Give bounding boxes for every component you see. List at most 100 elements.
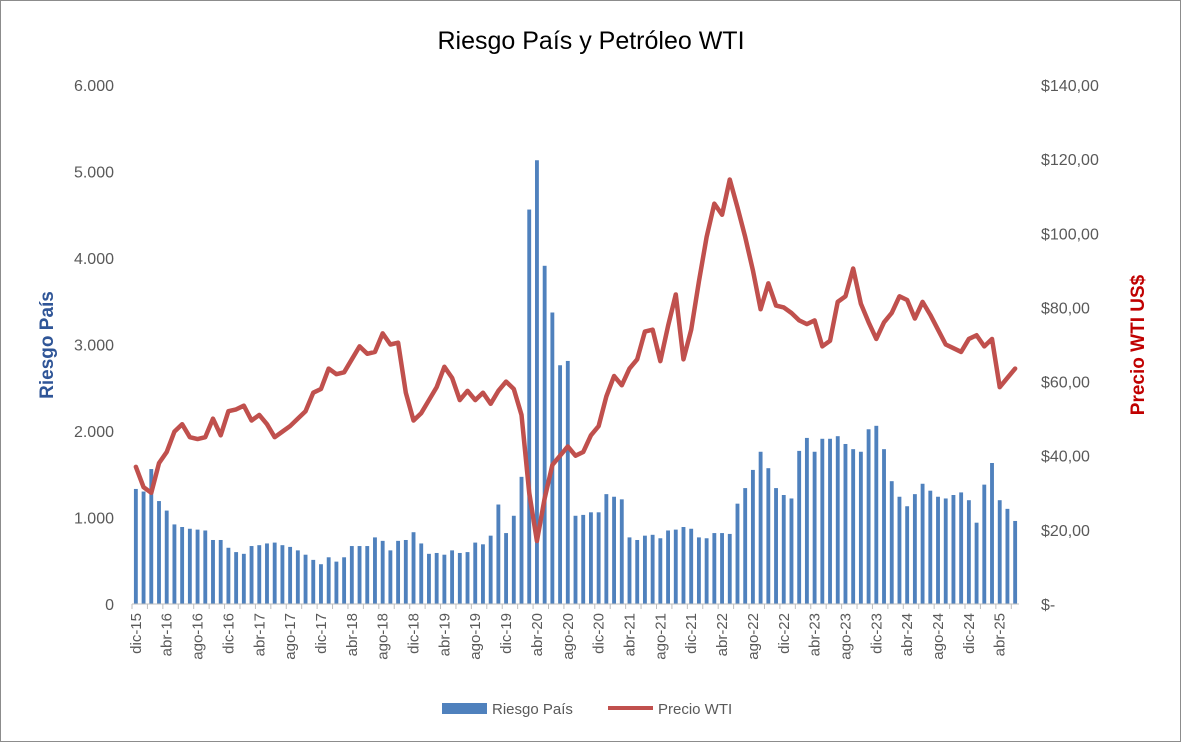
bar xyxy=(211,539,215,604)
bar xyxy=(473,542,478,604)
x-tick-label: abr-22 xyxy=(714,613,731,656)
bar xyxy=(542,265,547,604)
bar xyxy=(943,498,948,604)
bar xyxy=(257,545,262,604)
x-axis-ticks: dic-15 abr-16 ago-16 dic-16 abr-17 ago-17 dic-… xyxy=(128,604,1012,660)
bar xyxy=(365,546,370,604)
bar xyxy=(897,496,902,604)
x-tick-label: ago-21 xyxy=(652,613,669,660)
bar xyxy=(727,533,732,604)
bar xyxy=(465,552,470,604)
bar xyxy=(912,494,917,604)
bar xyxy=(141,491,146,604)
x-tick-label: abr-19 xyxy=(436,613,453,656)
bar xyxy=(874,425,879,604)
bar xyxy=(658,538,663,604)
x-tick-label: ago-24 xyxy=(930,613,947,660)
bar xyxy=(519,476,524,604)
y-right-tick-label: $20,00 xyxy=(1041,523,1090,540)
bar xyxy=(295,550,300,604)
x-tick-label: dic-19 xyxy=(498,613,515,654)
bar xyxy=(835,436,840,604)
legend-swatch-riesgo-pais xyxy=(442,703,487,714)
bar xyxy=(265,543,269,604)
bar xyxy=(511,515,516,604)
x-tick-label: dic-21 xyxy=(683,613,700,654)
line-series-precio-wti xyxy=(133,177,1018,544)
bar xyxy=(882,449,886,604)
y-axis-left-ticks: 0 1.000 2.000 3.000 4.000 5.000 6.000 xyxy=(74,78,114,614)
y-left-tick-label: 4.000 xyxy=(74,251,114,268)
x-tick-label: dic-22 xyxy=(776,613,793,654)
bar xyxy=(704,538,709,604)
bar xyxy=(851,449,856,604)
bar xyxy=(720,533,724,604)
bar xyxy=(743,488,748,604)
legend-label-precio-wti: Precio WTI xyxy=(658,701,732,718)
x-tick-label: abr-16 xyxy=(159,613,176,656)
bar xyxy=(804,437,809,604)
x-tick-label: abr-20 xyxy=(529,613,546,656)
bar xyxy=(427,553,431,604)
bar xyxy=(974,522,979,604)
bar xyxy=(936,496,940,604)
bar xyxy=(581,514,586,604)
bar xyxy=(280,545,285,604)
bar xyxy=(781,495,786,604)
bar xyxy=(241,553,246,604)
bar xyxy=(619,499,624,604)
bar xyxy=(411,532,416,604)
bar xyxy=(589,512,593,604)
bar xyxy=(997,500,1002,604)
bar xyxy=(735,503,740,604)
bar xyxy=(573,515,578,604)
bar-series-riesgo-pais xyxy=(133,160,1018,604)
y-left-tick-label: 6.000 xyxy=(74,78,114,95)
y-right-tick-label: $100,00 xyxy=(1041,226,1099,243)
y-left-tick-label: 0 xyxy=(105,597,114,614)
y-right-tick-label: $120,00 xyxy=(1041,152,1099,169)
bar xyxy=(712,533,717,604)
bar xyxy=(342,557,347,604)
bar xyxy=(959,492,964,604)
bar xyxy=(450,550,455,604)
bar xyxy=(535,160,539,604)
bar xyxy=(373,537,377,604)
y-left-tick-label: 1.000 xyxy=(74,511,114,528)
bar xyxy=(434,552,439,604)
x-tick-label: dic-17 xyxy=(313,613,330,654)
bar xyxy=(442,554,447,604)
y-right-tick-label: $40,00 xyxy=(1041,449,1090,466)
y-left-tick-label: 5.000 xyxy=(74,165,114,182)
bar xyxy=(288,546,293,604)
bar xyxy=(951,495,956,604)
bar xyxy=(627,537,632,604)
chart-title: Riesgo País y Petróleo WTI xyxy=(437,27,744,55)
y-right-tick-label: $80,00 xyxy=(1041,300,1090,317)
bar xyxy=(357,546,362,604)
bar xyxy=(133,488,138,604)
x-tick-label: abr-17 xyxy=(251,613,268,656)
bar xyxy=(766,468,771,604)
bar xyxy=(612,496,616,604)
x-tick-label: dic-16 xyxy=(220,613,237,654)
bar xyxy=(388,550,393,604)
bar xyxy=(396,540,401,604)
x-tick-label: ago-20 xyxy=(560,613,577,660)
bar xyxy=(650,534,655,604)
bar xyxy=(905,506,910,604)
bar xyxy=(326,557,331,604)
bar xyxy=(558,365,563,604)
bar xyxy=(812,451,817,604)
legend-label-riesgo-pais: Riesgo País xyxy=(492,701,573,718)
bar xyxy=(488,535,493,604)
bar xyxy=(550,312,555,604)
bar xyxy=(157,501,161,604)
bar xyxy=(820,438,825,604)
bar xyxy=(249,546,254,604)
legend: Riesgo País Precio WTI xyxy=(442,701,732,718)
bar xyxy=(218,539,223,604)
x-tick-label: dic-15 xyxy=(128,613,145,654)
bar xyxy=(1013,520,1018,604)
bar xyxy=(635,539,640,604)
